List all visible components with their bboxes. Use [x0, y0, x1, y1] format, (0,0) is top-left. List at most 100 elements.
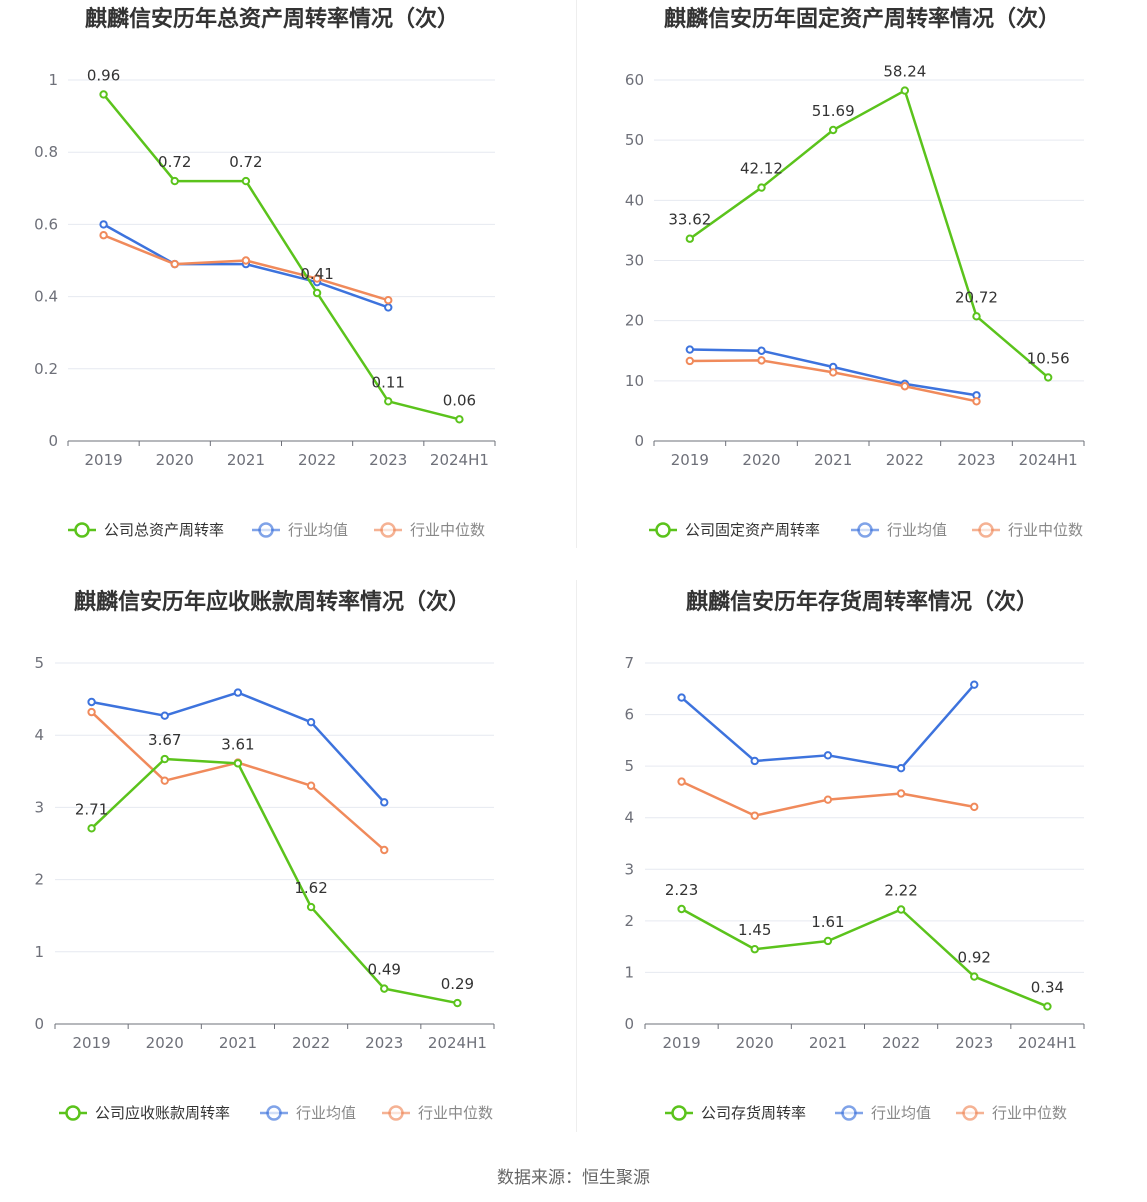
data-label: 20.72: [955, 288, 998, 306]
data-label: 0.11: [372, 373, 405, 391]
legend-item: 公司应收账款周转率: [59, 1104, 230, 1122]
data-label: 0.92: [958, 949, 991, 967]
x-tick-label: 2019: [84, 451, 122, 469]
data-point: [170, 176, 179, 186]
data-label: 2.71: [75, 800, 108, 818]
data-point: [384, 303, 393, 312]
data-point: [306, 718, 316, 727]
legend-label: 行业中位数: [410, 521, 485, 539]
data-point: [160, 776, 169, 785]
data-label: 33.62: [668, 211, 711, 229]
y-tick-label: 0: [634, 432, 644, 450]
data-point: [160, 754, 169, 764]
series-line-company: [102, 93, 460, 421]
y-tick-label: 40: [625, 191, 644, 209]
vertical-divider-bottom: [576, 580, 577, 1132]
x-tick-label: 2022: [882, 1034, 920, 1052]
series-line-company: [689, 89, 1049, 379]
x-tick-label: 2019: [662, 1034, 700, 1052]
data-label: 0.72: [158, 153, 191, 171]
data-point: [757, 183, 766, 192]
chart-title: 麒麟信安历年固定资产周转率情况（次）: [664, 6, 1060, 32]
chart-title: 麒麟信安历年存货周转率情况（次）: [686, 589, 1038, 615]
y-tick-label: 30: [625, 252, 644, 270]
data-point: [896, 789, 906, 798]
data-point: [896, 905, 906, 914]
data-point: [241, 256, 251, 265]
data-label: 2.23: [665, 881, 698, 899]
y-tick-label: 3: [624, 860, 634, 878]
y-tick-label: 0: [48, 432, 58, 450]
y-tick-label: 20: [625, 312, 644, 330]
legend-item: 行业均值: [851, 521, 947, 539]
legend-label: 行业均值: [296, 1104, 356, 1122]
data-label: 10.56: [1027, 349, 1070, 367]
y-tick-label: 3: [34, 798, 44, 816]
y-tick-label: 0.4: [34, 288, 58, 306]
y-tick-label: 50: [625, 131, 644, 149]
data-point: [380, 798, 389, 807]
data-point: [828, 125, 838, 135]
y-tick-label: 5: [34, 654, 44, 672]
data-point: [453, 998, 462, 1008]
legend-marker: [857, 522, 873, 538]
data-point: [750, 756, 759, 766]
data-label: 0.72: [229, 153, 262, 171]
legend-label: 公司固定资产周转率: [685, 521, 820, 539]
data-label: 0.29: [441, 975, 474, 993]
legend-marker: [380, 522, 396, 538]
legend-item: 行业均值: [252, 521, 348, 539]
legend-marker: [841, 1105, 857, 1121]
legend-item: 行业中位数: [956, 1104, 1067, 1122]
legend-marker: [978, 522, 994, 538]
x-tick-label: 2021: [809, 1034, 847, 1052]
data-point: [823, 936, 833, 946]
x-tick-label: 2019: [72, 1034, 110, 1052]
y-tick-label: 2: [624, 912, 634, 930]
x-tick-label: 2021: [227, 451, 265, 469]
legend-item: 公司固定资产周转率: [649, 521, 820, 539]
data-point: [455, 415, 464, 424]
legend-item: 行业均值: [835, 1104, 931, 1122]
x-tick-label: 2020: [156, 451, 194, 469]
legend-label: 行业中位数: [992, 1104, 1067, 1122]
data-label: 3.61: [221, 735, 254, 753]
y-tick-label: 0: [34, 1015, 44, 1033]
legend-marker: [65, 1105, 81, 1121]
x-tick-label: 2021: [219, 1034, 257, 1052]
data-point: [87, 707, 96, 717]
data-point: [87, 697, 96, 707]
data-point: [384, 397, 393, 406]
y-tick-label: 0.8: [34, 143, 58, 161]
chart-title: 麒麟信安历年总资产周转率情况（次）: [85, 6, 459, 32]
data-point: [972, 312, 981, 321]
data-point: [233, 759, 243, 768]
x-tick-label: 2023: [955, 1034, 993, 1052]
data-point: [233, 688, 243, 697]
data-label: 0.06: [443, 391, 476, 409]
data-point: [1043, 373, 1053, 382]
x-tick-label: 2024H1: [1019, 451, 1078, 469]
data-point: [99, 231, 108, 240]
data-point: [677, 904, 686, 914]
y-tick-label: 1: [624, 963, 634, 981]
legend-label: 公司应收账款周转率: [95, 1104, 230, 1122]
x-tick-label: 2020: [146, 1034, 184, 1052]
legend-marker: [258, 522, 274, 538]
legend-label: 行业均值: [871, 1104, 931, 1122]
data-point: [87, 824, 96, 833]
y-tick-label: 5: [624, 757, 634, 775]
chart-panel-1: 麒麟信安历年总资产周转率情况（次） 0 0.2 0.4 0.6 0.8 1 2019 2020 2…: [34, 6, 496, 539]
x-tick-label: 2021: [814, 451, 852, 469]
legend-marker: [266, 1105, 282, 1121]
data-point: [685, 345, 695, 354]
data-point: [384, 296, 393, 305]
data-point: [750, 945, 759, 954]
x-tick-label: 2020: [736, 1034, 774, 1052]
legend-item: 公司总资产周转率: [68, 521, 224, 539]
data-label: 58.24: [883, 63, 926, 81]
legend-item: 行业中位数: [382, 1104, 493, 1122]
data-label: 3.67: [148, 731, 181, 749]
legend-item: 行业中位数: [374, 521, 485, 539]
data-label: 1.45: [738, 921, 771, 939]
